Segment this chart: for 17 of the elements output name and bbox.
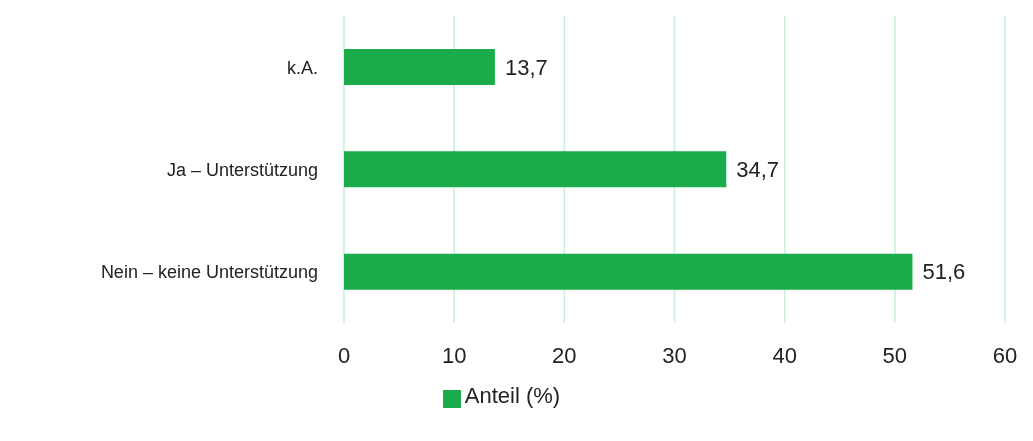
x-tick-label: 0 [337,342,351,368]
x-tick-label: 30 [662,342,687,368]
data-label: 34,7 [736,157,780,183]
data-label: 13,7 [504,54,548,80]
legend-label: Anteil (%) [464,383,561,408]
y-tick-label: Ja – Unterstützung [166,159,318,180]
x-tick-label: 50 [882,342,908,368]
x-tick-label: 20 [552,342,577,368]
bar [344,253,913,290]
data-label: 51,6 [922,259,966,285]
x-tick-label: 10 [441,342,467,368]
x-tick-label: 40 [772,342,797,368]
bar [344,49,495,85]
y-tick-label: k.A. [286,57,318,78]
x-tick-label: 60 [992,342,1018,368]
y-tick-label: Nein – keine Unterstützung [100,262,318,283]
bar [344,151,727,188]
